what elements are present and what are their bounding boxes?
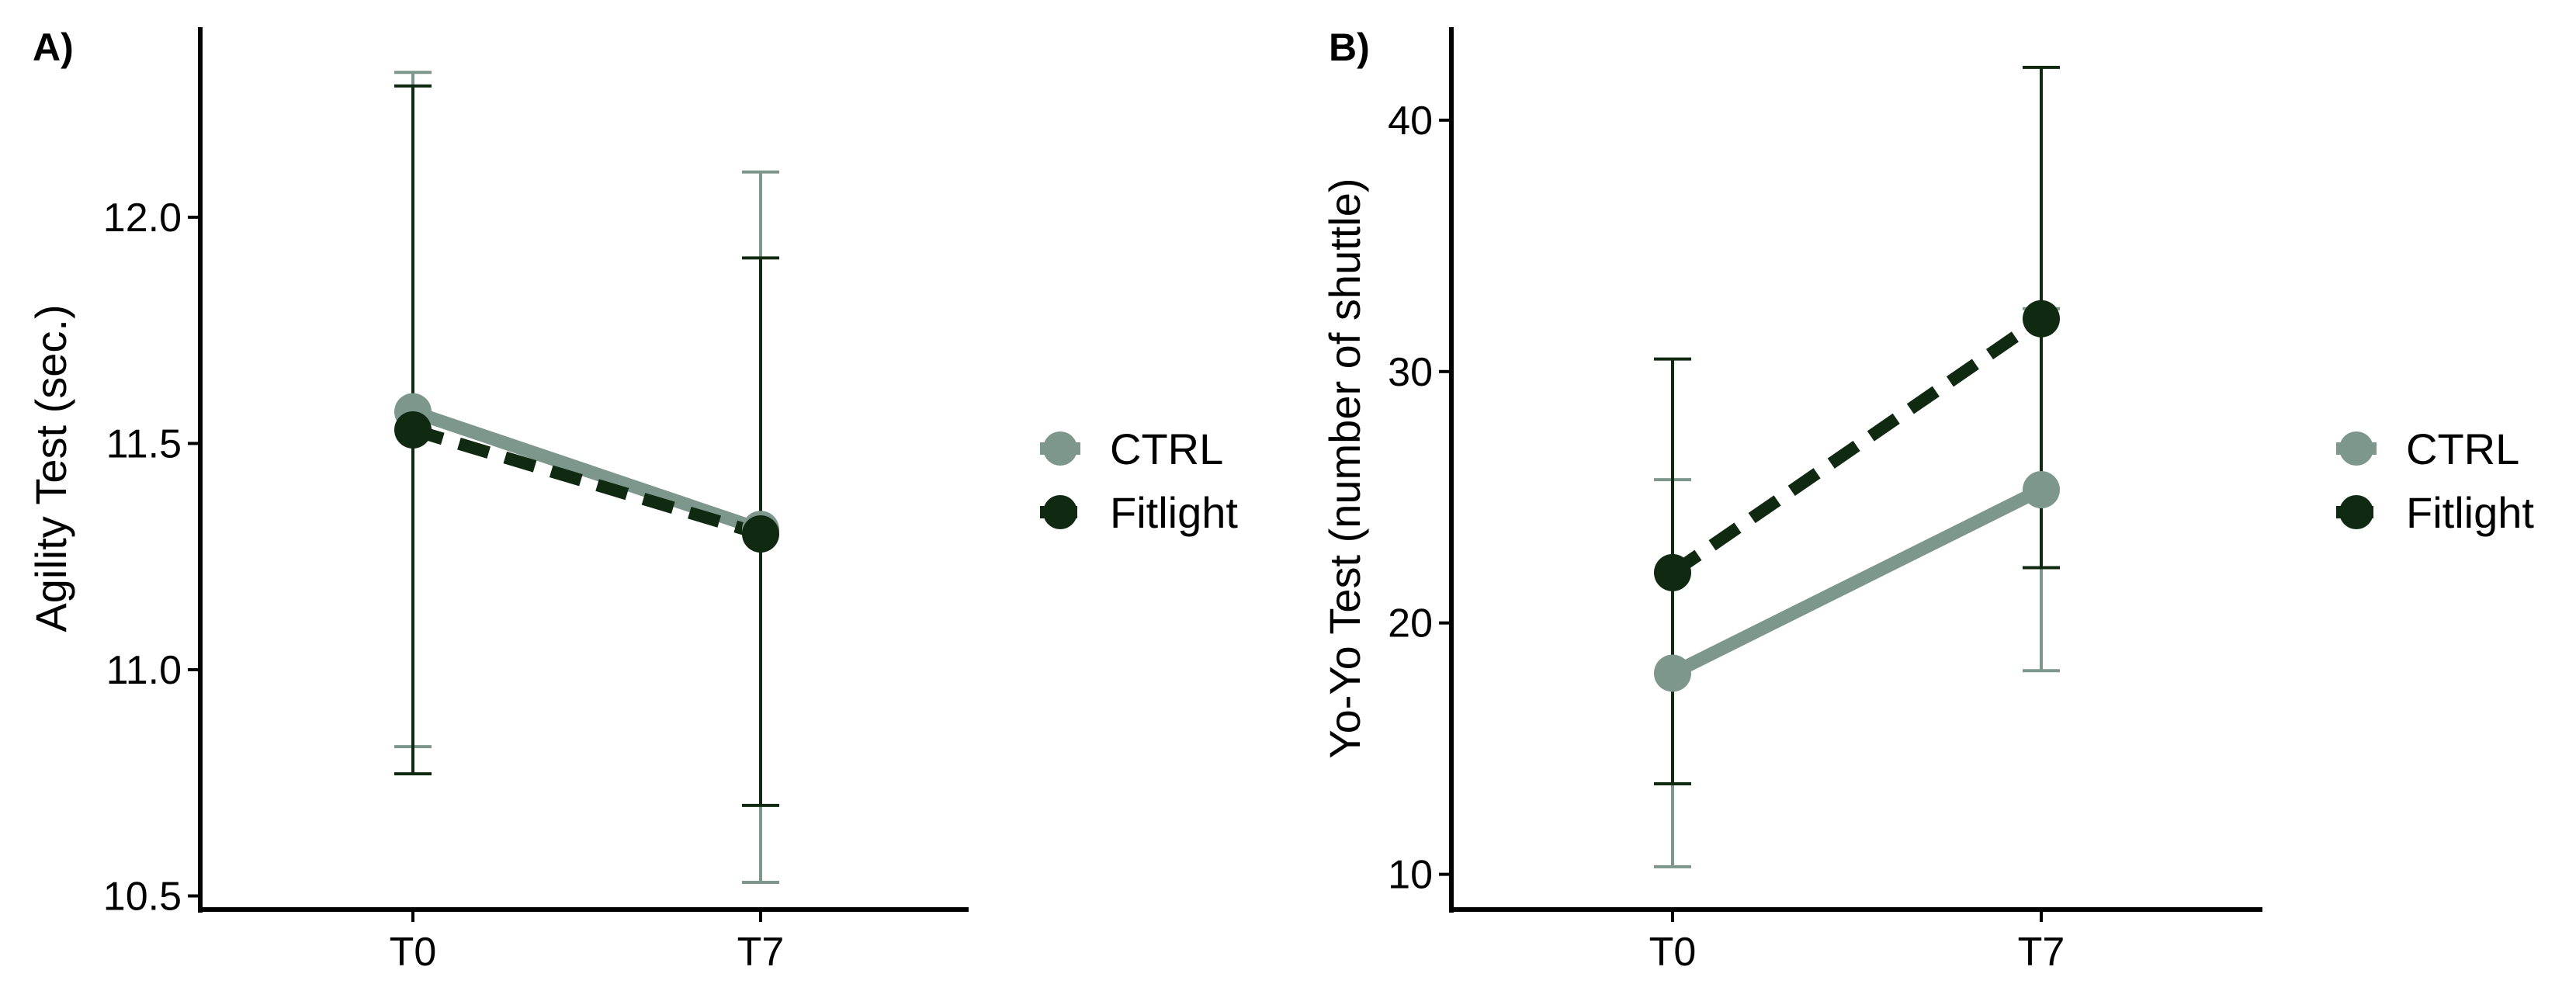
y-tick-label: 11.0 bbox=[106, 648, 182, 693]
x-tick-label: T0 bbox=[390, 930, 437, 975]
panel-label: B) bbox=[1329, 26, 1370, 69]
y-tick-label: 30 bbox=[1388, 350, 1433, 395]
y-axis-title: Agility Test (sec.) bbox=[26, 304, 75, 632]
ctrl-point bbox=[2023, 471, 2060, 509]
legend-label-ctrl: CTRL bbox=[2406, 424, 2519, 473]
legend: CTRL Fitlight bbox=[1040, 424, 1238, 537]
ctrl-series-line bbox=[1669, 483, 2044, 680]
legend-label-fitlight: Fitlight bbox=[1110, 488, 1238, 537]
fitlight-series-line bbox=[1669, 314, 2045, 578]
legend-key-marker-ctrl bbox=[2339, 431, 2373, 466]
panel-label: A) bbox=[33, 26, 74, 69]
y-tick-label: 10 bbox=[1388, 853, 1433, 898]
fitlight-point bbox=[2023, 300, 2060, 338]
fitlight-series-line bbox=[411, 424, 763, 540]
chart-panel-a: A) 10.5 11.0 11.5 12.0 T0 T7 Agility Test (sec.… bbox=[26, 26, 1238, 975]
y-tick-label: 11.5 bbox=[106, 421, 182, 466]
chart-panel-b: B) 10 20 30 40 T0 T7 Yo-Yo Test (number of shut… bbox=[1320, 26, 2534, 975]
x-tick-label: T7 bbox=[737, 930, 785, 975]
legend-key-marker-fitlight bbox=[1043, 495, 1077, 529]
legend-key-marker-fitlight bbox=[2339, 495, 2373, 529]
ctrl-series-line bbox=[411, 405, 763, 536]
legend-key-marker-ctrl bbox=[1043, 431, 1077, 466]
y-tick-label: 20 bbox=[1388, 601, 1433, 646]
legend: CTRL Fitlight bbox=[2336, 424, 2534, 537]
fitlight-point bbox=[742, 515, 779, 553]
y-tick-label: 10.5 bbox=[103, 875, 182, 920]
fitlight-point bbox=[394, 411, 432, 449]
y-axis-title: Yo-Yo Test (number of shuttle) bbox=[1320, 178, 1369, 758]
y-tick-label: 40 bbox=[1388, 99, 1433, 144]
legend-label-ctrl: CTRL bbox=[1110, 424, 1223, 473]
x-tick-label: T0 bbox=[1649, 930, 1697, 975]
legend-label-fitlight: Fitlight bbox=[2406, 488, 2534, 537]
ctrl-point bbox=[1654, 654, 1691, 692]
x-tick-label: T7 bbox=[2018, 930, 2065, 975]
fitlight-point bbox=[1654, 553, 1691, 591]
y-tick-label: 12.0 bbox=[103, 196, 182, 241]
